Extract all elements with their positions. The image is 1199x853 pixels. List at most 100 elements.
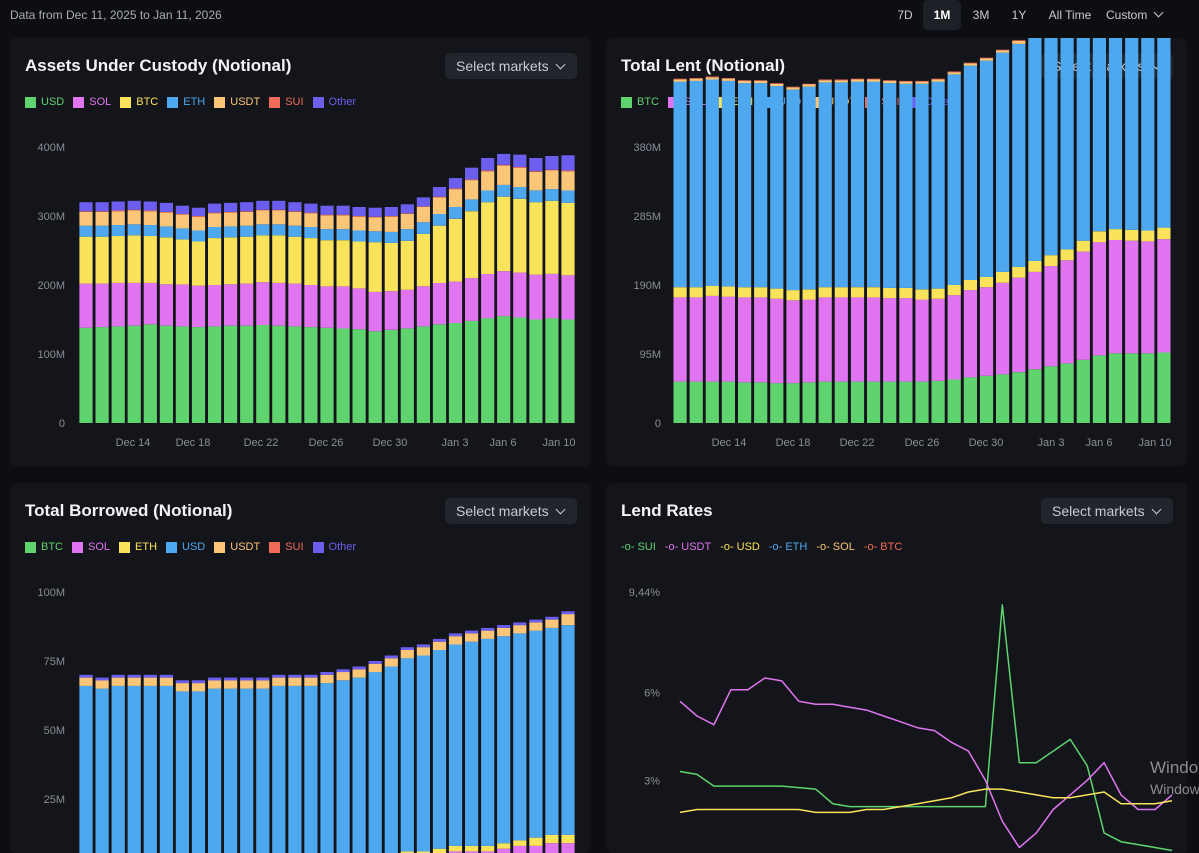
bar-segment-usdt <box>786 87 799 89</box>
bar-segment-sol <box>1157 239 1170 352</box>
y-tick-label: 200M <box>37 280 65 292</box>
bar-segment-other <box>112 675 125 678</box>
bar-segment-btc <box>770 383 783 423</box>
bar-segment-usdt <box>449 636 462 644</box>
bar-segment-sol <box>497 849 510 853</box>
bar-segment-eth <box>915 289 928 299</box>
bar-segment-usd <box>96 689 109 853</box>
bar-segment-usdt <box>1012 41 1025 44</box>
timeframe-3m[interactable]: 3M <box>964 0 998 30</box>
bar-segment-usdt <box>304 678 317 686</box>
bar-segment-btc <box>79 237 92 284</box>
bar-segment-sui <box>176 214 189 215</box>
bar-segment-usd <box>722 81 735 287</box>
bar-segment-sol <box>964 290 977 377</box>
series-line-sui <box>680 605 1172 851</box>
bar-segment-sui <box>417 206 430 207</box>
bar-segment-usd <box>1093 38 1106 231</box>
x-tick-label: Jan 6 <box>1086 437 1113 449</box>
bar-segment-eth <box>337 229 350 240</box>
bar-segment-usd <box>1109 38 1122 229</box>
bar-segment-other <box>401 647 414 650</box>
bar-segment-sui <box>449 188 462 189</box>
timeframe-all-time[interactable]: All Time <box>1040 0 1100 30</box>
y-tick-label: 3% <box>644 775 660 787</box>
bar-segment-sol <box>385 291 398 330</box>
bar-segment-usd <box>1141 38 1154 231</box>
bar-segment-other <box>561 155 574 170</box>
bar-segment-usd <box>465 321 478 423</box>
bar-segment-other <box>337 206 350 215</box>
bar-segment-eth <box>1157 228 1170 240</box>
bar-segment-sui <box>803 84 816 85</box>
bar-segment-sol <box>513 273 526 318</box>
y-tick-label: 190M <box>633 280 661 292</box>
bar-segment-sol <box>835 297 848 381</box>
bar-segment-other <box>481 628 494 631</box>
bar-segment-sol <box>337 286 350 328</box>
bar-segment-btc <box>433 226 446 283</box>
bar-segment-other <box>96 202 109 211</box>
bar-segment-sol <box>369 292 382 331</box>
bar-segment-sui <box>722 78 735 79</box>
bar-segment-other <box>417 644 430 647</box>
bar-segment-sui <box>513 167 526 168</box>
timeframe-7d[interactable]: 7D <box>890 0 920 30</box>
bar-segment-other <box>112 202 125 211</box>
bar-segment-eth <box>465 199 478 211</box>
bar-segment-btc <box>561 203 574 275</box>
bar-segment-btc <box>1141 353 1154 423</box>
timeframe-1m[interactable]: 1M <box>923 0 961 30</box>
custom-range-dropdown[interactable]: Custom <box>1106 0 1176 30</box>
bar-segment-usd <box>819 82 832 287</box>
bar-segment-btc <box>803 382 816 423</box>
bar-segment-btc <box>722 382 735 423</box>
bar-segment-usd <box>128 326 141 423</box>
bar-segment-eth <box>449 207 462 219</box>
bar-segment-btc <box>1061 363 1074 423</box>
bar-segment-usd <box>706 80 719 286</box>
bar-segment-other <box>369 661 382 664</box>
bar-segment-btc <box>240 237 253 284</box>
bar-segment-sol <box>353 289 366 330</box>
panel-lend-rates: Lend Rates Select markets -o-SUI-o-USDT-… <box>606 483 1187 853</box>
bar-segment-other <box>465 631 478 634</box>
bar-segment-usd <box>176 326 189 423</box>
bar-segment-sui <box>465 179 478 180</box>
bar-segment-usd <box>79 686 92 853</box>
bar-segment-usd <box>208 689 221 853</box>
bar-segment-eth <box>948 285 961 295</box>
bar-segment-usdt <box>481 631 494 639</box>
bar-segment-sol <box>1061 260 1074 363</box>
x-tick-label: Dec 26 <box>309 437 344 449</box>
bar-segment-usd <box>899 84 912 288</box>
bar-segment-btc <box>112 236 125 283</box>
bar-segment-usd <box>915 84 928 289</box>
bar-segment-sol <box>1077 252 1090 360</box>
bar-segment-sol <box>1044 266 1057 366</box>
bar-segment-btc <box>867 382 880 423</box>
bar-segment-btc <box>529 202 542 275</box>
bar-segment-sol <box>1012 278 1025 372</box>
bar-segment-sui <box>79 211 92 212</box>
bar-segment-sui <box>545 170 558 171</box>
bar-segment-usd <box>304 327 317 423</box>
bar-segment-eth <box>1044 255 1057 266</box>
bar-segment-sui <box>754 80 767 81</box>
bar-segment-usdt <box>803 85 816 87</box>
timeframe-1y[interactable]: 1Y <box>1003 0 1035 30</box>
bar-segment-usd <box>224 689 237 853</box>
bar-segment-other <box>288 675 301 678</box>
bar-segment-usd <box>529 631 542 838</box>
bar-segment-other <box>417 197 430 206</box>
bar-segment-eth <box>272 224 285 235</box>
bar-segment-sol <box>1141 241 1154 353</box>
bar-segment-usdt <box>369 217 382 231</box>
bar-segment-usd <box>803 87 816 290</box>
bar-segment-usdt <box>144 211 157 225</box>
bar-segment-sol <box>690 297 703 381</box>
bar-segment-sol <box>722 297 735 382</box>
bar-segment-usd <box>948 74 961 285</box>
bar-segment-other <box>79 202 92 211</box>
bar-segment-eth <box>112 225 125 236</box>
